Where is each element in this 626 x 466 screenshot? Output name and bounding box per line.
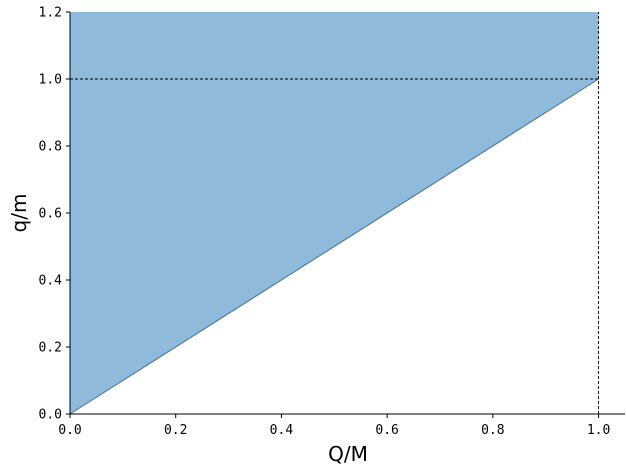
y-tick-label: 0.8 (39, 140, 62, 155)
x-tick-label: 0.2 (164, 423, 187, 438)
y-tick-label: 0.6 (39, 207, 62, 222)
y-tick-label: 1.0 (39, 73, 62, 88)
x-axis-title: Q/M (328, 442, 368, 466)
x-tick-label: 0.8 (481, 423, 504, 438)
x-tick-label: 0.6 (375, 423, 398, 438)
x-tick-label: 1.0 (587, 423, 610, 438)
y-tick-label: 1.2 (39, 6, 62, 21)
boundary-line (69, 78, 599, 415)
y-axis-title: q/m (7, 194, 31, 233)
plot-area (69, 12, 600, 415)
y-tick-label: 0.2 (39, 341, 62, 356)
filled-region (70, 12, 599, 414)
ticks: 0.0 0.2 0.4 0.6 0.8 1.0 0.0 0.2 0.4 0.6 0.8 1.0 1.2 (39, 6, 611, 439)
y-tick-label: 0.0 (39, 408, 62, 423)
y-tick-label: 0.4 (39, 274, 63, 289)
x-tick-label: 0.4 (270, 423, 294, 438)
x-tick-label: 0.0 (58, 423, 81, 438)
